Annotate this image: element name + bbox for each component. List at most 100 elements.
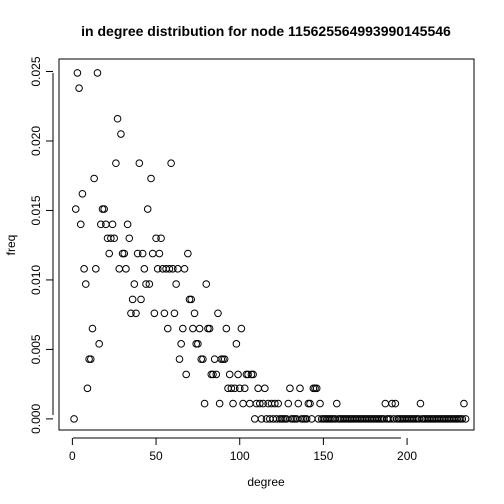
data-point <box>460 399 468 408</box>
data-point <box>102 220 110 229</box>
data-point <box>232 340 241 348</box>
data-point <box>81 280 90 288</box>
data-point <box>189 324 197 333</box>
y-tick-label: 0.025 <box>29 56 43 86</box>
data-point <box>172 280 180 288</box>
data-point <box>214 309 222 318</box>
data-point <box>153 265 162 273</box>
data-point <box>138 249 147 258</box>
data-point <box>284 399 293 408</box>
data-point <box>461 415 470 423</box>
data-point <box>90 174 98 183</box>
x-tick-label: 100 <box>230 449 250 463</box>
data-point <box>100 205 108 213</box>
data-point <box>112 159 120 168</box>
data-point <box>142 280 150 288</box>
point-layer <box>70 69 470 423</box>
data-point <box>130 280 139 288</box>
data-point <box>71 205 80 213</box>
y-axis: 0.000 0.005 0.010 0.015 0.020 0.025 <box>29 56 53 434</box>
y-tick-label: 0.010 <box>29 265 43 295</box>
data-point <box>205 324 214 333</box>
data-point <box>229 399 237 408</box>
plot-frame <box>58 58 475 431</box>
data-point <box>122 265 130 273</box>
data-point <box>117 130 125 138</box>
data-point <box>127 309 135 318</box>
data-point <box>148 249 157 258</box>
data-point <box>165 265 174 273</box>
data-point <box>271 399 279 408</box>
data-point <box>250 415 259 423</box>
x-tick-label: 200 <box>397 449 417 463</box>
data-point <box>381 399 390 408</box>
data-point <box>179 324 187 333</box>
data-point <box>220 355 229 363</box>
data-point <box>170 309 179 318</box>
data-point <box>70 415 78 423</box>
data-point <box>249 370 257 379</box>
data-point <box>312 384 321 393</box>
data-point <box>177 340 185 348</box>
data-point <box>332 399 341 408</box>
data-point <box>125 234 134 243</box>
data-point <box>175 355 184 363</box>
data-point <box>180 265 189 273</box>
data-point <box>75 84 83 92</box>
data-point <box>261 384 269 393</box>
data-point <box>199 355 207 363</box>
data-point <box>237 324 246 333</box>
data-point <box>286 384 294 393</box>
data-point <box>163 324 172 333</box>
data-point <box>239 399 247 408</box>
data-point <box>182 370 190 379</box>
data-point <box>212 370 221 379</box>
x-axis-label: degree <box>247 475 285 489</box>
data-point <box>184 249 192 258</box>
data-point <box>123 220 132 229</box>
data-point <box>256 399 264 408</box>
data-point <box>230 384 239 393</box>
data-point <box>93 69 102 77</box>
y-tick-label: 0.015 <box>29 195 43 225</box>
y-tick-label: 0.005 <box>29 334 43 364</box>
data-point <box>92 265 100 273</box>
data-point <box>113 114 122 123</box>
y-axis-label: freq <box>4 235 18 256</box>
data-point <box>128 295 137 304</box>
data-point <box>244 370 252 379</box>
data-point <box>95 340 103 348</box>
data-point <box>225 370 234 379</box>
data-point <box>296 384 304 393</box>
x-tick-label: 150 <box>313 449 333 463</box>
data-point <box>194 340 202 348</box>
data-point <box>73 69 82 77</box>
data-point <box>388 399 396 408</box>
data-point <box>294 399 303 408</box>
data-point <box>215 399 224 408</box>
data-point <box>150 309 159 318</box>
data-point <box>245 399 254 408</box>
data-point <box>307 415 316 423</box>
data-point <box>120 249 129 258</box>
x-tick-label: 0 <box>69 449 76 463</box>
data-point <box>391 399 400 408</box>
x-axis: 0 50 100 150 200 <box>69 438 417 463</box>
data-point <box>302 415 311 423</box>
x-tick-label: 50 <box>149 449 163 463</box>
data-point <box>416 399 425 408</box>
data-point <box>202 280 211 288</box>
data-point <box>110 234 119 243</box>
data-point <box>80 265 88 273</box>
data-point <box>143 205 152 213</box>
data-point <box>97 220 105 229</box>
data-point <box>195 324 204 333</box>
data-point <box>168 265 177 273</box>
data-point <box>157 234 165 243</box>
data-point <box>140 265 149 273</box>
data-point <box>137 295 145 304</box>
data-point <box>167 159 175 168</box>
data-point <box>160 309 169 318</box>
y-tick-label: 0.000 <box>29 404 43 434</box>
